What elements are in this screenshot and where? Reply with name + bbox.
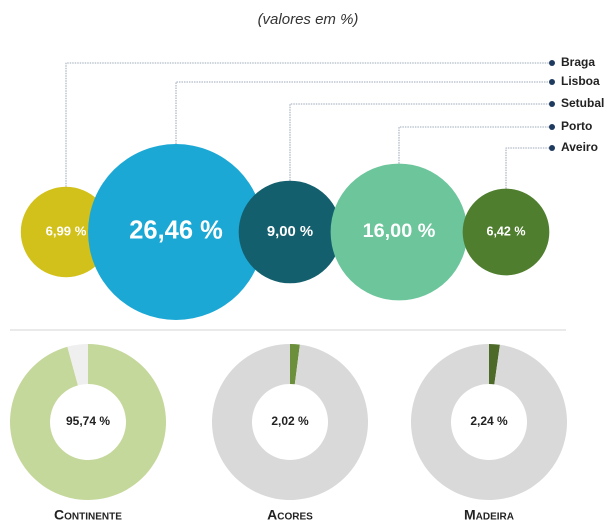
bubble [88, 144, 264, 320]
donut-segment [67, 344, 88, 386]
bubble [238, 180, 342, 284]
leader-dot [549, 101, 555, 107]
leader-line [65, 62, 552, 187]
leader-line [289, 103, 552, 181]
bubble-label: 6,99 % [46, 223, 87, 238]
donut-segment [10, 344, 167, 501]
leader-line [505, 147, 552, 189]
legend-label: Porto [561, 119, 592, 133]
leader-line [398, 126, 552, 164]
bubble [20, 186, 112, 278]
bubble-label: 16,00 % [363, 220, 436, 242]
leader-line [175, 81, 552, 145]
leader-dot [549, 145, 555, 151]
donut-label: 95,74 % [66, 414, 110, 428]
donut-segment [211, 344, 368, 500]
leader-dot [549, 79, 555, 85]
bubble-label: 9,00 % [267, 224, 313, 240]
bubble [330, 163, 468, 301]
donut-segment [290, 344, 300, 385]
bubble [462, 188, 550, 276]
leader-dot [549, 124, 555, 130]
legend-label: Setubal [561, 96, 604, 110]
donut-label: 2,24 % [470, 414, 508, 428]
donut-segment [410, 344, 567, 500]
donut-title: Acores [267, 507, 313, 523]
donut-label: 2,02 % [271, 414, 309, 428]
legend-label: Lisboa [561, 74, 600, 88]
legend-label: Aveiro [561, 140, 598, 154]
donut-segment [489, 344, 500, 385]
bubble-label: 6,42 % [486, 224, 525, 238]
bubble-label: 26,46 % [129, 217, 223, 245]
donut-title: Continente [54, 507, 122, 523]
leader-dot [549, 60, 555, 66]
subtitle: (valores em %) [258, 11, 359, 28]
legend-label: Braga [561, 55, 595, 69]
donut-title: Madeira [464, 507, 514, 523]
